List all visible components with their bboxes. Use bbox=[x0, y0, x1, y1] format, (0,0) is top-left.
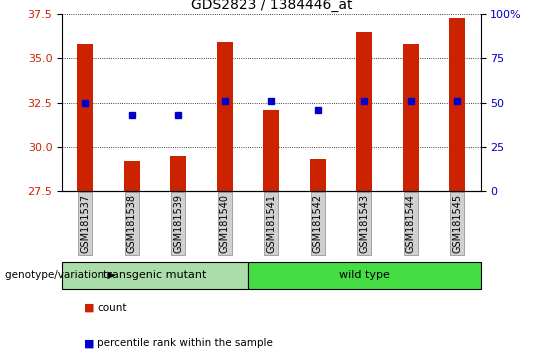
Text: genotype/variation ▶: genotype/variation ▶ bbox=[5, 270, 116, 280]
Bar bbox=[124, 161, 140, 191]
Bar bbox=[403, 44, 419, 191]
Text: transgenic mutant: transgenic mutant bbox=[104, 270, 207, 280]
Title: GDS2823 / 1384446_at: GDS2823 / 1384446_at bbox=[191, 0, 352, 12]
Text: ■: ■ bbox=[84, 338, 94, 348]
Bar bbox=[62, 262, 248, 289]
Bar bbox=[449, 18, 465, 191]
Text: percentile rank within the sample: percentile rank within the sample bbox=[97, 338, 273, 348]
Bar bbox=[356, 32, 373, 191]
Text: wild type: wild type bbox=[339, 270, 390, 280]
Bar bbox=[263, 110, 280, 191]
Bar bbox=[248, 262, 481, 289]
Bar bbox=[217, 42, 233, 191]
Text: ■: ■ bbox=[84, 303, 94, 313]
Bar bbox=[170, 156, 186, 191]
Text: count: count bbox=[97, 303, 127, 313]
Bar bbox=[310, 159, 326, 191]
Bar bbox=[77, 44, 93, 191]
